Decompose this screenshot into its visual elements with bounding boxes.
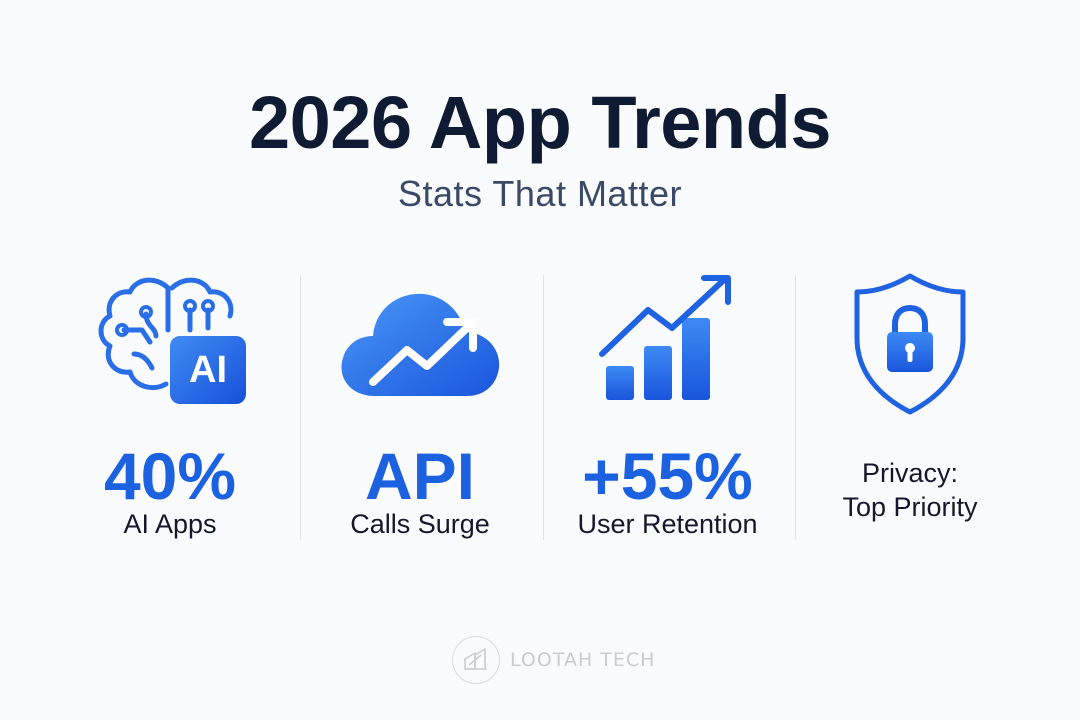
ai-badge-label: AI bbox=[189, 349, 227, 391]
stat-value: API bbox=[364, 439, 476, 513]
stat-label: Calls Surge bbox=[350, 509, 490, 539]
stat-value: +55% bbox=[582, 439, 753, 513]
brand-name: LOOTAH TECH bbox=[510, 649, 656, 671]
shield-lock-icon bbox=[805, 270, 1015, 420]
stat-card-user-retention: +55% User Retention bbox=[555, 270, 780, 560]
stat-value: 40% bbox=[103, 439, 237, 513]
column-divider bbox=[300, 275, 301, 540]
column-divider bbox=[543, 275, 544, 540]
ai-brain-icon: AI bbox=[60, 270, 280, 420]
lootah-logo-icon bbox=[452, 636, 500, 684]
brand-logo: LOOTAH TECH bbox=[452, 634, 655, 686]
stat-label-line-2: Top Priority bbox=[842, 492, 978, 522]
column-divider bbox=[795, 275, 796, 540]
page-title: 2026 App Trends bbox=[249, 81, 831, 164]
stat-label: AI Apps bbox=[123, 509, 217, 539]
stat-card-privacy: Privacy: Top Priority bbox=[805, 270, 1015, 560]
bar-chart-growth-icon bbox=[555, 270, 780, 420]
stat-label-line-1: Privacy: bbox=[861, 458, 959, 488]
page-subtitle: Stats That Matter bbox=[398, 173, 682, 214]
stat-card-api: API Calls Surge bbox=[310, 270, 530, 560]
stat-card-ai-apps: AI 40% AI Apps bbox=[60, 270, 280, 560]
stat-label: User Retention bbox=[577, 509, 758, 539]
cloud-trend-icon bbox=[310, 270, 530, 420]
